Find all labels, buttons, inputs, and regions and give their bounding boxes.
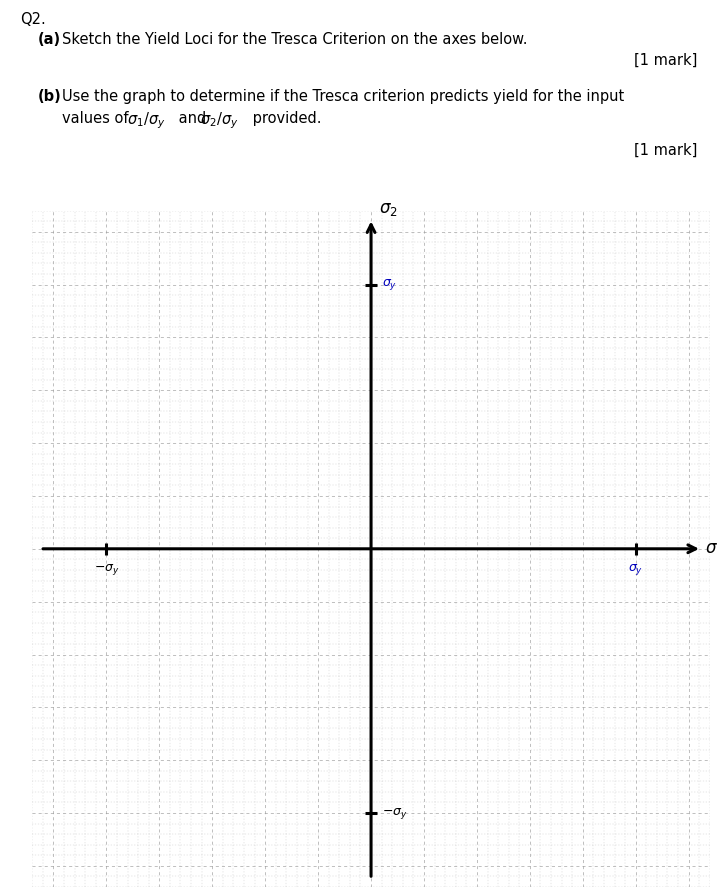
Text: $\sigma_2$: $\sigma_2$ (379, 201, 398, 219)
Text: $\sigma_2/\sigma_y$: $\sigma_2/\sigma_y$ (200, 111, 239, 132)
Text: $\sigma_y$: $\sigma_y$ (628, 562, 643, 577)
Text: Sketch the Yield Loci for the Tresca Criterion on the axes below.: Sketch the Yield Loci for the Tresca Cri… (62, 32, 528, 47)
Text: [1 mark]: [1 mark] (634, 143, 697, 158)
Text: and: and (174, 111, 211, 125)
Text: $\sigma_1$: $\sigma_1$ (705, 539, 717, 558)
Text: (a): (a) (38, 32, 61, 47)
Text: values of: values of (62, 111, 133, 125)
Text: (b): (b) (38, 89, 62, 104)
Text: Q2.: Q2. (20, 12, 46, 27)
Text: $\sigma_1/\sigma_y$: $\sigma_1/\sigma_y$ (127, 111, 166, 132)
Text: provided.: provided. (248, 111, 321, 125)
Text: Use the graph to determine if the Tresca criterion predicts yield for the input: Use the graph to determine if the Tresca… (62, 89, 625, 104)
Text: $\sigma_y$: $\sigma_y$ (381, 277, 397, 292)
Text: $-\sigma_y$: $-\sigma_y$ (381, 806, 407, 821)
Text: $-\sigma_y$: $-\sigma_y$ (93, 562, 119, 577)
Text: [1 mark]: [1 mark] (634, 52, 697, 67)
